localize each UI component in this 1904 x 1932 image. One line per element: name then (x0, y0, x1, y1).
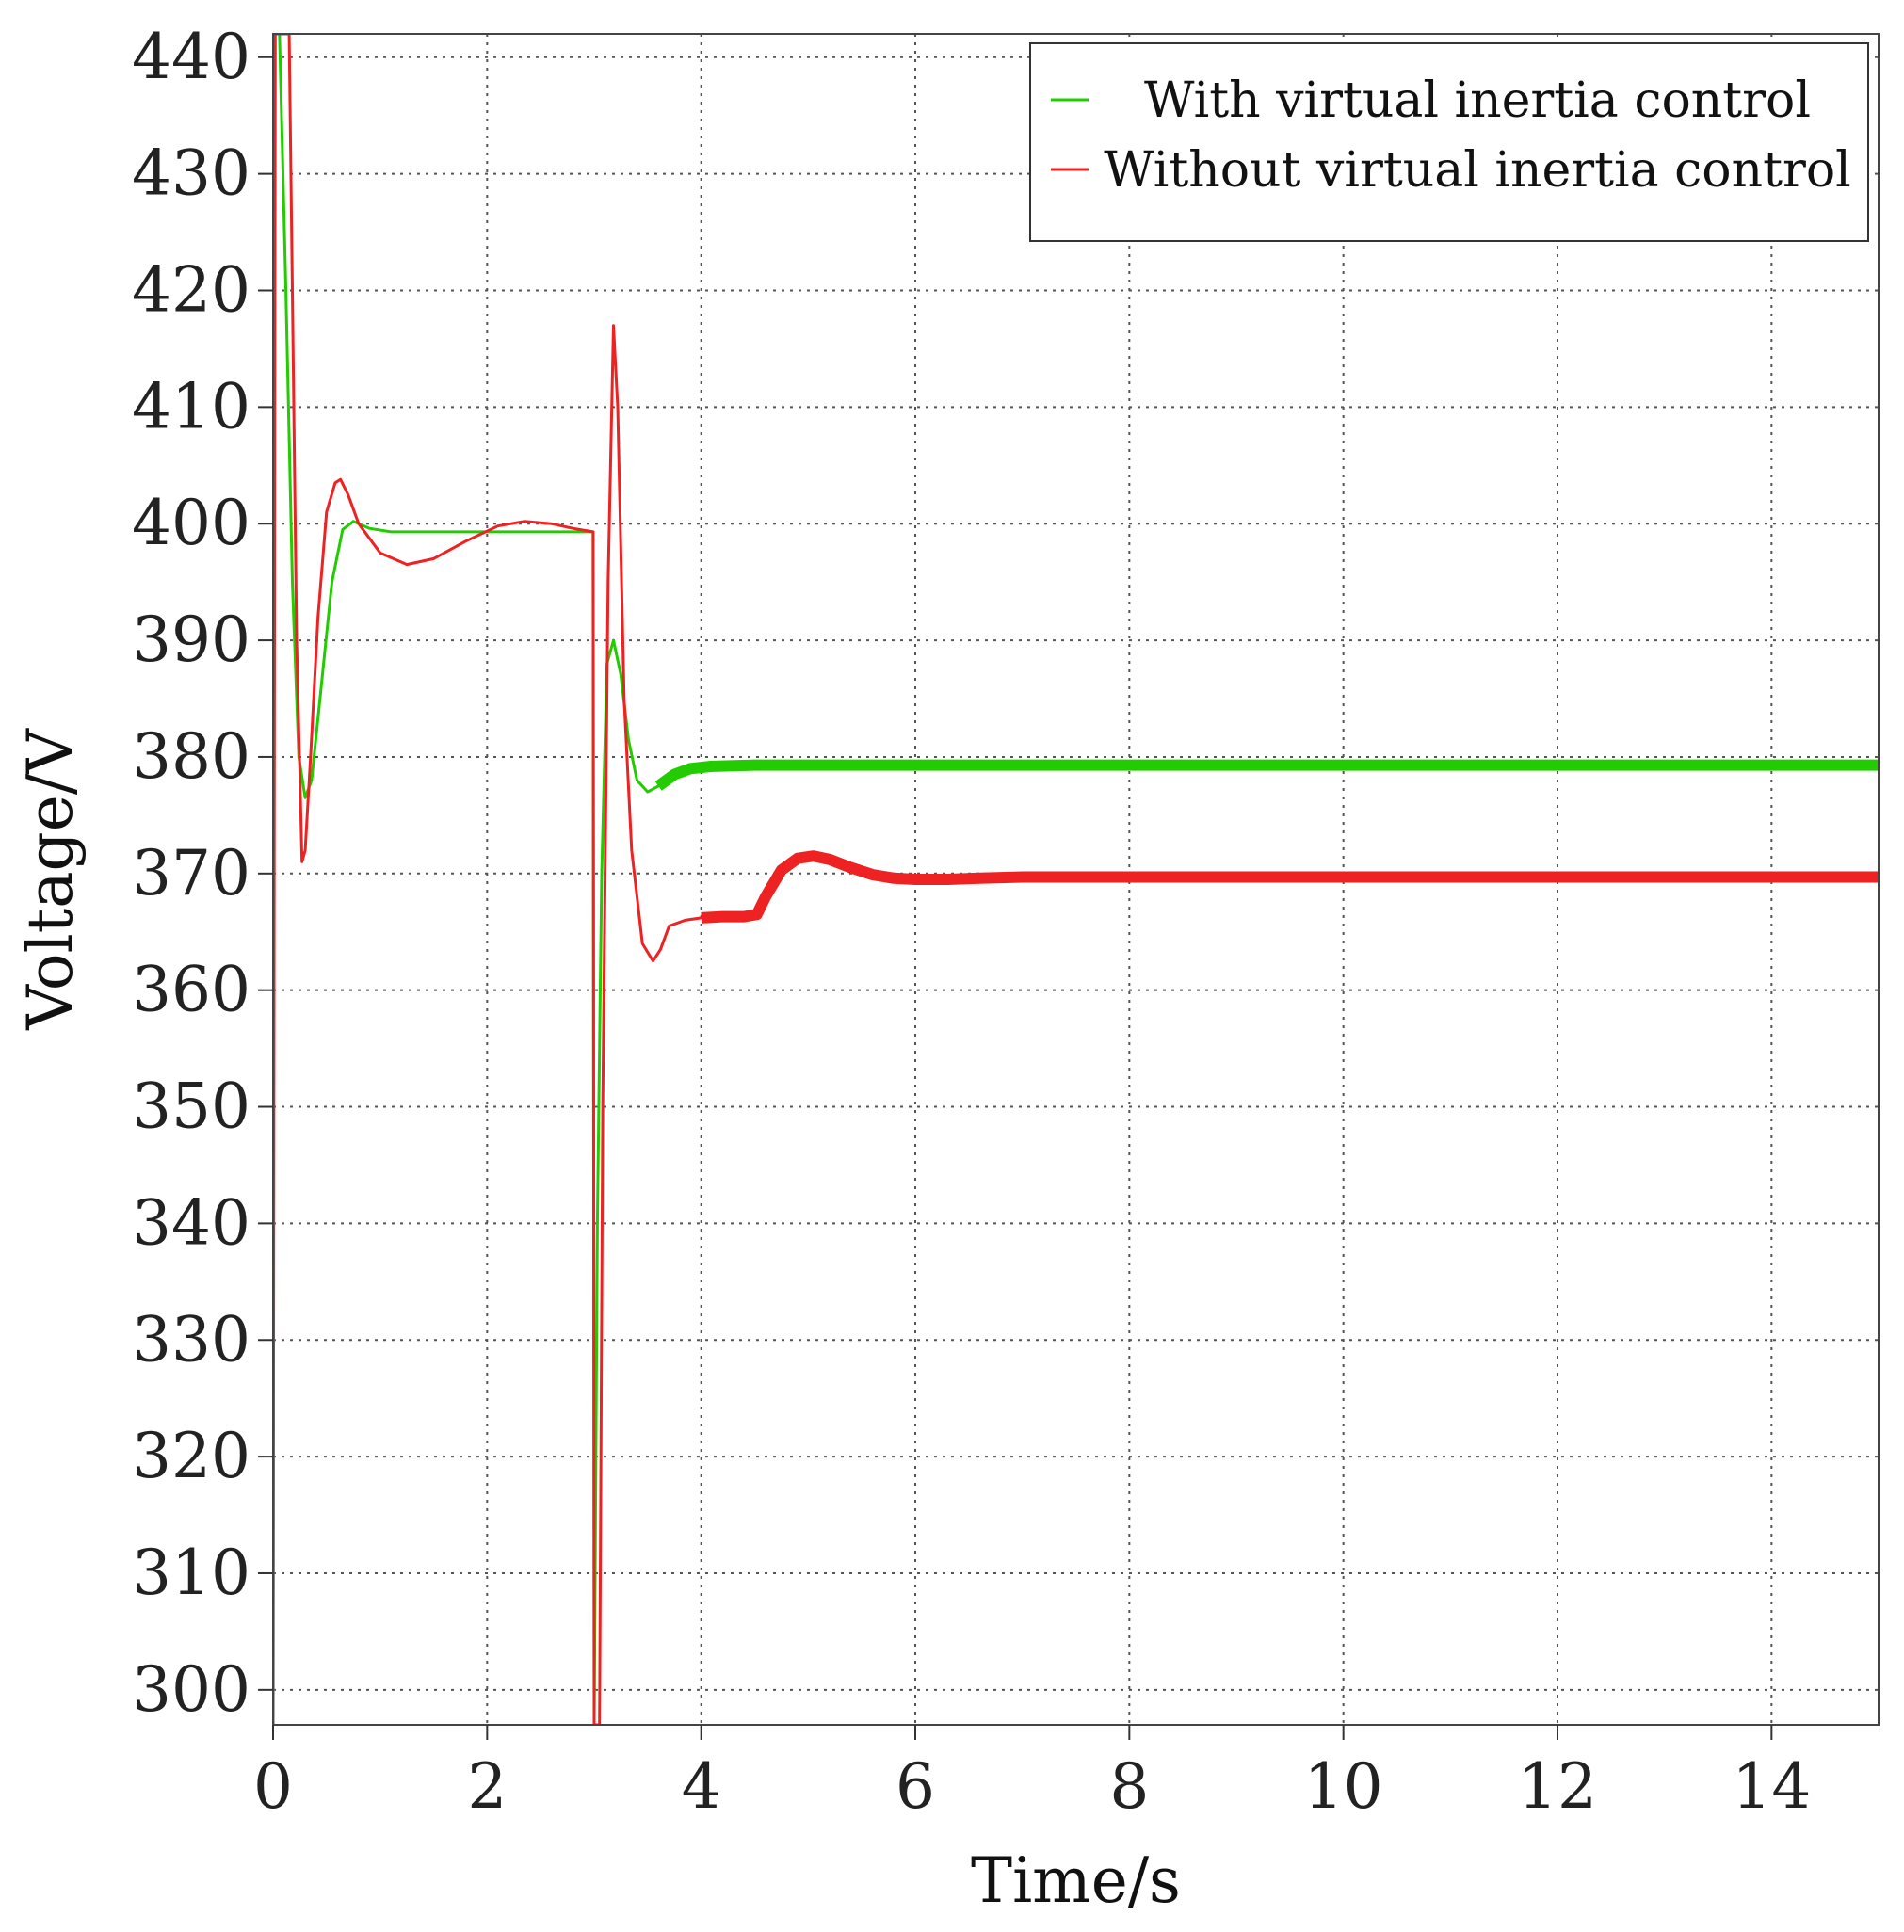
y-tick-label: 410 (132, 370, 250, 443)
x-tick-label: 2 (467, 1750, 507, 1823)
series-band-with-control (654, 759, 1879, 791)
y-tick-label: 430 (132, 137, 250, 210)
y-tick-label: 300 (132, 1653, 250, 1726)
x-tick-label: 12 (1518, 1750, 1597, 1823)
y-tick-label: 390 (132, 604, 250, 676)
x-tick-label: 8 (1109, 1750, 1149, 1823)
x-tick-label: 10 (1304, 1750, 1383, 1823)
x-tick-label: 6 (896, 1750, 935, 1823)
y-tick-label: 340 (132, 1186, 250, 1259)
y-tick-label: 330 (132, 1303, 250, 1376)
y-tick-label: 350 (132, 1071, 250, 1143)
series-band-without-control (701, 850, 1879, 924)
x-tick-label: 0 (253, 1750, 293, 1823)
x-axis-title: Time/s (971, 1844, 1181, 1917)
y-axis-title: Voltage/V (14, 728, 87, 1031)
legend-label-without-control: Without virtual inertia control (1104, 142, 1851, 199)
y-tick-label: 370 (132, 837, 250, 910)
y-tick-label: 310 (132, 1537, 250, 1609)
x-tick-label: 14 (1732, 1750, 1811, 1823)
y-tick-label: 400 (132, 487, 250, 559)
plot-frame (272, 33, 1880, 1726)
y-tick-label: 380 (132, 720, 250, 793)
legend: With virtual inertia control Without vir… (1029, 42, 1869, 242)
y-tick-label: 420 (132, 253, 250, 326)
axes (258, 33, 1880, 1740)
y-tick-label: 360 (132, 954, 250, 1026)
tick-labels: 3003103203303403503603703803904004104204… (132, 21, 1811, 1823)
grid (273, 34, 1879, 1725)
legend-label-with-control: With virtual inertia control (1144, 72, 1811, 129)
legend-box (1029, 42, 1869, 242)
x-tick-label: 4 (682, 1750, 721, 1823)
series-lines (273, 34, 1879, 1725)
y-tick-label: 320 (132, 1420, 250, 1492)
y-tick-label: 440 (132, 21, 250, 93)
